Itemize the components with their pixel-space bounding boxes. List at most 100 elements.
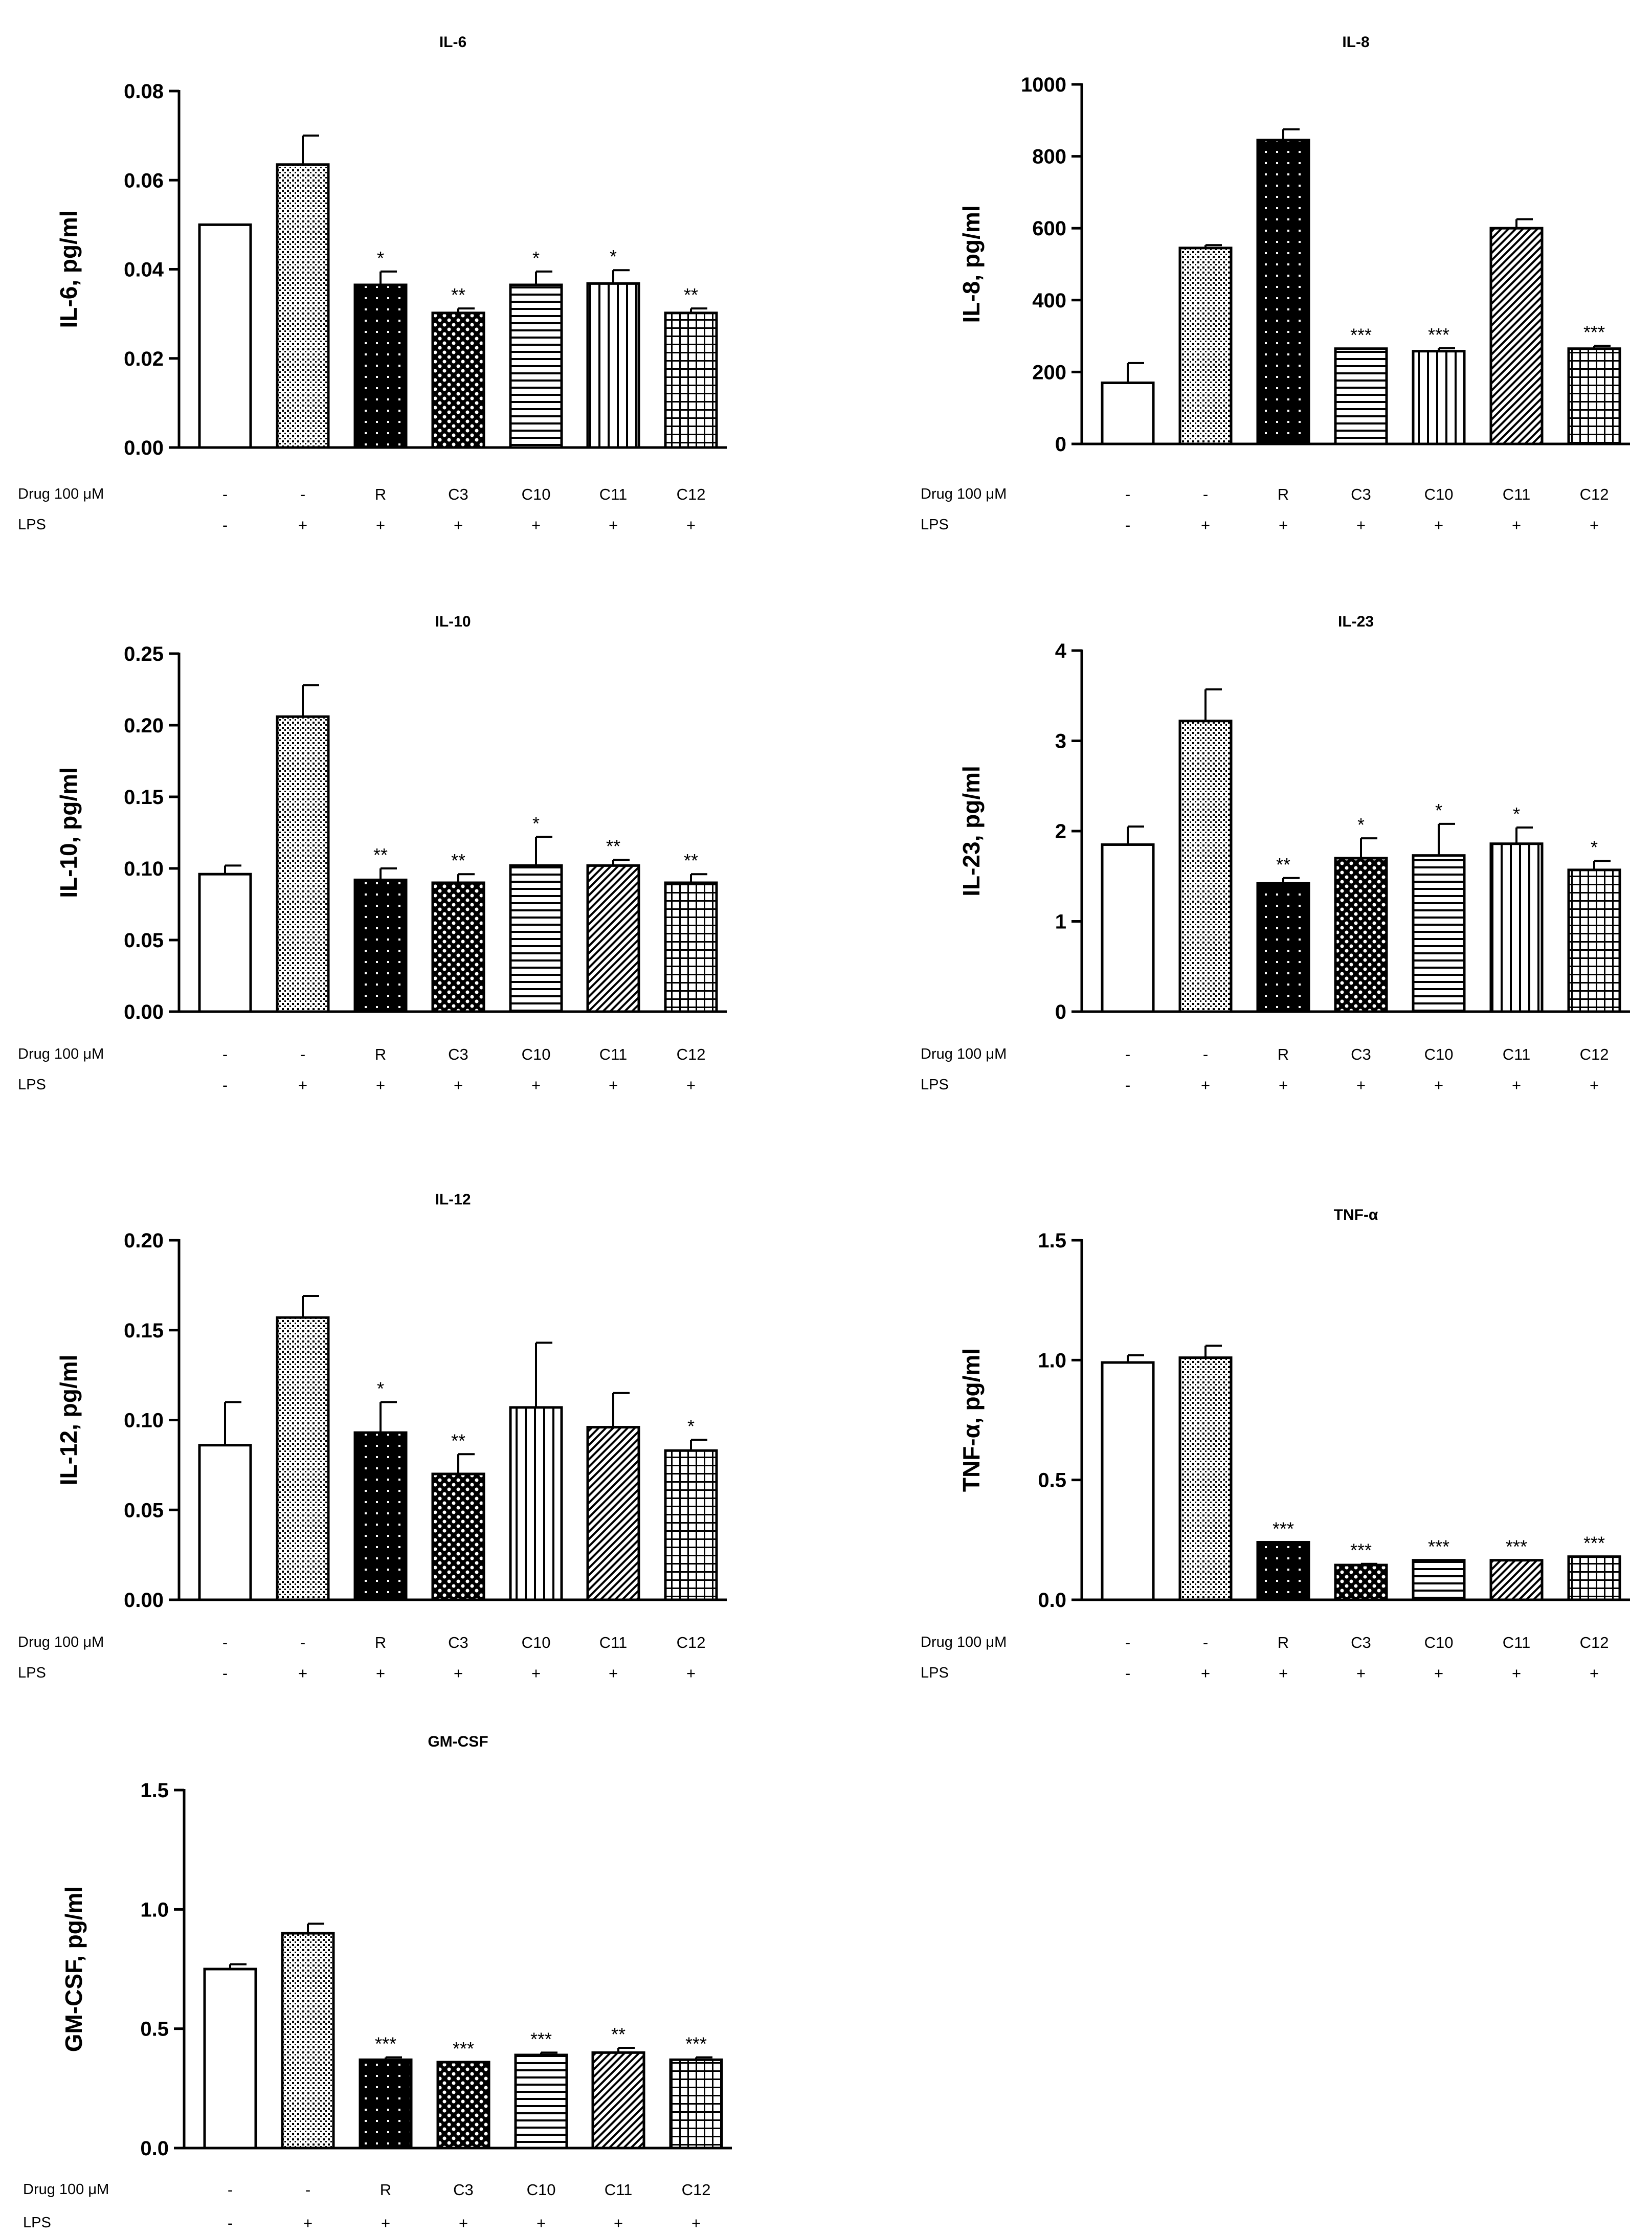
drug-condition-label: C11 xyxy=(599,485,628,503)
bar xyxy=(431,881,485,1013)
lps-condition-label: - xyxy=(1125,1664,1130,1682)
bar xyxy=(509,864,563,1013)
bar xyxy=(514,2053,568,2150)
lps-condition-label: + xyxy=(686,516,696,534)
drug-condition-label: - xyxy=(300,1634,305,1651)
lps-row-label: LPS xyxy=(921,1665,949,1681)
drug-condition-label: C12 xyxy=(1580,485,1609,503)
significance-mark: ** xyxy=(611,2024,626,2045)
drug-condition-label: - xyxy=(1125,1045,1130,1063)
lps-condition-label: + xyxy=(376,1076,385,1094)
y-tick-label: 1.0 xyxy=(1038,1349,1066,1372)
bar xyxy=(353,878,408,1013)
bar xyxy=(509,283,563,449)
y-tick-label: 0.05 xyxy=(124,929,164,952)
bar xyxy=(431,311,485,449)
drug-condition-label: C11 xyxy=(1503,1634,1531,1651)
drug-condition-label: C12 xyxy=(677,1634,706,1651)
lps-condition-label: + xyxy=(298,1664,307,1682)
lps-condition-label: + xyxy=(1356,1076,1366,1094)
bar xyxy=(276,715,330,1013)
significance-mark: * xyxy=(1357,814,1365,835)
significance-mark: *** xyxy=(1583,1533,1605,1554)
bar xyxy=(1412,854,1466,1013)
drug-condition-label: C10 xyxy=(522,485,551,503)
drug-condition-label: R xyxy=(375,485,386,503)
y-tick-label: 0 xyxy=(1055,1001,1066,1023)
drug-condition-label: C10 xyxy=(527,2181,556,2199)
significance-mark: *** xyxy=(685,2033,707,2054)
bar xyxy=(1412,1559,1466,1601)
significance-mark: *** xyxy=(1273,1518,1294,1539)
drug-condition-label: - xyxy=(222,1634,228,1651)
drug-condition-label: R xyxy=(375,1045,386,1063)
significance-mark: ** xyxy=(451,284,465,305)
bar xyxy=(1489,227,1544,445)
bar xyxy=(586,1426,640,1601)
drug-condition-label: C3 xyxy=(1351,1045,1371,1063)
drug-condition-label: - xyxy=(305,2181,310,2199)
significance-mark: ** xyxy=(451,850,465,871)
y-tick-label: 400 xyxy=(1032,289,1066,312)
y-tick-label: 200 xyxy=(1032,361,1066,384)
bar xyxy=(1334,347,1388,445)
lps-condition-label: + xyxy=(1590,516,1599,534)
drug-condition-label: - xyxy=(222,485,228,503)
significance-mark: ** xyxy=(684,284,698,305)
drug-condition-label: R xyxy=(375,1634,386,1651)
y-tick-label: 0 xyxy=(1055,433,1066,456)
drug-condition-label: C12 xyxy=(677,1045,706,1063)
drug-condition-label: - xyxy=(222,1045,228,1063)
y-tick-label: 4 xyxy=(1055,640,1067,662)
y-axis-label: IL-10, pg/ml xyxy=(55,767,82,898)
y-tick-label: 1.5 xyxy=(1038,1230,1066,1252)
chart-title: IL-10 xyxy=(435,613,471,630)
y-tick-label: 1000 xyxy=(1021,74,1066,96)
bar xyxy=(359,2058,413,2150)
y-tick-label: 0.5 xyxy=(1038,1469,1066,1492)
significance-mark: * xyxy=(610,246,617,267)
drug-condition-label: C10 xyxy=(1424,485,1454,503)
y-tick-label: 3 xyxy=(1055,730,1066,753)
y-tick-label: 0.05 xyxy=(124,1499,164,1522)
bar xyxy=(1256,882,1310,1013)
bar xyxy=(276,163,330,449)
bar xyxy=(669,2058,723,2150)
drug-condition-label: C11 xyxy=(1503,485,1531,503)
lps-condition-label: - xyxy=(222,1076,228,1094)
y-axis-label: IL-6, pg/ml xyxy=(55,211,82,328)
y-tick-label: 1.0 xyxy=(140,1898,169,1921)
drug-row-label: Drug 100 μM xyxy=(921,1046,1007,1062)
bar xyxy=(203,1968,257,2150)
significance-mark: ** xyxy=(1276,854,1290,875)
bar xyxy=(198,1444,252,1601)
drug-condition-label: R xyxy=(1278,1634,1289,1651)
bar xyxy=(431,1472,485,1601)
lps-condition-label: + xyxy=(531,1076,541,1094)
drug-row-label: Drug 100 μM xyxy=(23,2181,109,2198)
bar xyxy=(1412,350,1466,445)
y-axis-label: IL-8, pg/ml xyxy=(958,206,985,323)
y-tick-label: 1 xyxy=(1055,911,1066,933)
bar xyxy=(276,1316,330,1601)
lps-row-label: LPS xyxy=(23,2215,51,2231)
bar xyxy=(1334,857,1388,1013)
lps-row-label: LPS xyxy=(18,1665,46,1681)
bar xyxy=(1334,1563,1388,1601)
lps-condition-label: + xyxy=(537,2214,546,2232)
chart-il-8: IL-8 0 200 400 600 800 1000 IL-8, pg/ml *** *** **… xyxy=(921,34,1630,534)
drug-condition-label: C3 xyxy=(448,1634,468,1651)
chart-tnf-alpha: TNF-α 0.0 0.5 1.0 1.5 TNF-α, pg/ml *** *** *** **… xyxy=(921,1206,1630,1682)
y-tick-label: 0.00 xyxy=(124,1001,164,1023)
lps-condition-label: + xyxy=(376,1664,385,1682)
lps-row-label: LPS xyxy=(18,1077,46,1093)
bar xyxy=(1567,347,1621,445)
lps-condition-label: + xyxy=(1434,1664,1443,1682)
y-tick-label: 0.25 xyxy=(124,643,164,665)
significance-mark: ** xyxy=(684,850,698,871)
y-tick-label: 800 xyxy=(1032,146,1066,168)
bar xyxy=(436,2061,490,2150)
